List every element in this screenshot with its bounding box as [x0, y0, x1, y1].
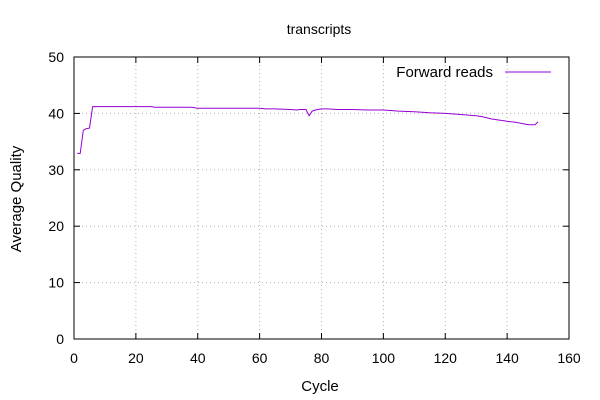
- y-tick-label: 0: [56, 331, 64, 347]
- y-tick-label: 20: [48, 218, 64, 234]
- y-tick-label: 40: [48, 105, 64, 121]
- x-tick-label: 100: [372, 350, 396, 366]
- x-tick-label: 20: [128, 350, 144, 366]
- x-tick-label: 140: [495, 350, 519, 366]
- x-tick-label: 60: [252, 350, 268, 366]
- series-group: [77, 106, 539, 154]
- legend: Forward reads: [396, 64, 551, 81]
- y-tick-label: 50: [48, 49, 64, 65]
- series-line-forward-reads: [77, 106, 539, 154]
- y-tick-label: 30: [48, 162, 64, 178]
- legend-label: Forward reads: [396, 64, 493, 81]
- grid-lines: [74, 57, 569, 339]
- x-tick-label: 120: [434, 350, 458, 366]
- y-axis-title: Average Quality: [8, 145, 25, 252]
- plot-frame: [73, 56, 570, 340]
- x-tick-label: 80: [314, 350, 330, 366]
- x-tick-label: 40: [190, 350, 206, 366]
- x-tick-label: 160: [557, 350, 581, 366]
- x-tick-label: 0: [70, 350, 78, 366]
- axis-ticks: 0 20 40 60 80 100 120 140 160 0 10 20 30 40 50: [48, 49, 580, 366]
- x-axis-title: Cycle: [301, 378, 339, 395]
- y-tick-label: 10: [48, 275, 64, 291]
- chart-title: transcripts: [287, 21, 352, 37]
